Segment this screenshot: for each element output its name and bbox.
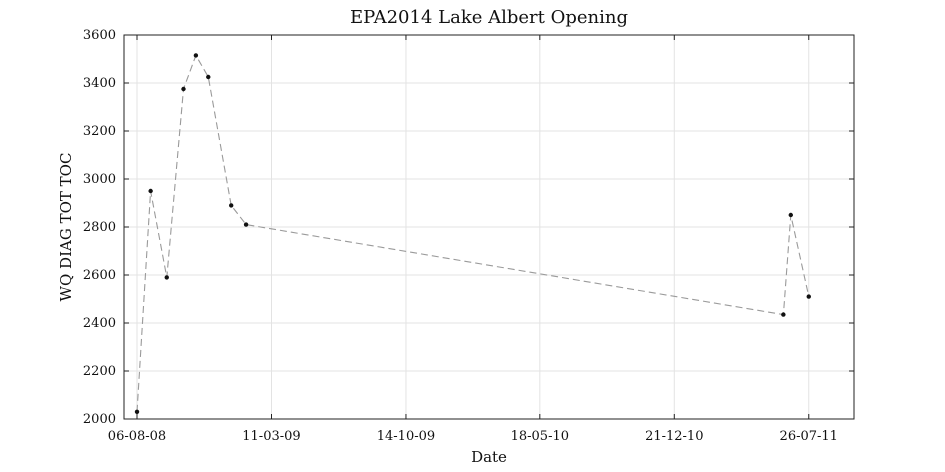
data-point [206, 74, 211, 80]
y-tick-label: 2600 [83, 268, 116, 283]
series-line [136, 54, 810, 412]
y-tick-label: 3000 [83, 172, 116, 187]
gridlines [124, 34, 854, 420]
data-point [193, 53, 199, 58]
x-tick-label: 14-10-09 [377, 429, 435, 444]
y-tick-label: 2800 [83, 220, 116, 235]
y-tick-label: 2400 [83, 316, 116, 331]
y-tick-labels: 2000 2200 2400 2600 2800 3000 3200 3400 3600 [83, 28, 116, 427]
x-axis-title: Date [471, 448, 507, 466]
data-point [788, 212, 793, 218]
x-tick-labels: 06-08-08 11-03-09 14-10-09 18-05-10 21-12-10… [108, 429, 838, 444]
y-tick-label: 2000 [83, 412, 116, 427]
data-series [134, 53, 811, 414]
y-tick-label: 2200 [83, 364, 116, 379]
axis-ticks [124, 34, 854, 420]
data-point [134, 409, 140, 414]
y-tick-label: 3200 [83, 124, 116, 139]
data-point [164, 275, 169, 280]
data-point [806, 294, 811, 299]
data-point [229, 203, 234, 208]
y-axis-title: WQ DIAG TOT TOC [57, 153, 75, 302]
x-tick-label: 06-08-08 [108, 429, 166, 444]
x-tick-label: 26-07-11 [780, 429, 838, 444]
y-tick-label: 3600 [83, 28, 116, 43]
x-tick-label: 21-12-10 [645, 429, 703, 444]
data-point [781, 312, 786, 317]
x-tick-label: 18-05-10 [511, 429, 569, 444]
plot-frame [123, 34, 855, 420]
x-tick-label: 11-03-09 [242, 429, 300, 444]
y-tick-label: 3400 [83, 76, 116, 91]
data-point [181, 86, 186, 92]
chart-title: EPA2014 Lake Albert Opening [350, 7, 628, 28]
data-point [148, 188, 153, 194]
data-point [243, 222, 249, 227]
